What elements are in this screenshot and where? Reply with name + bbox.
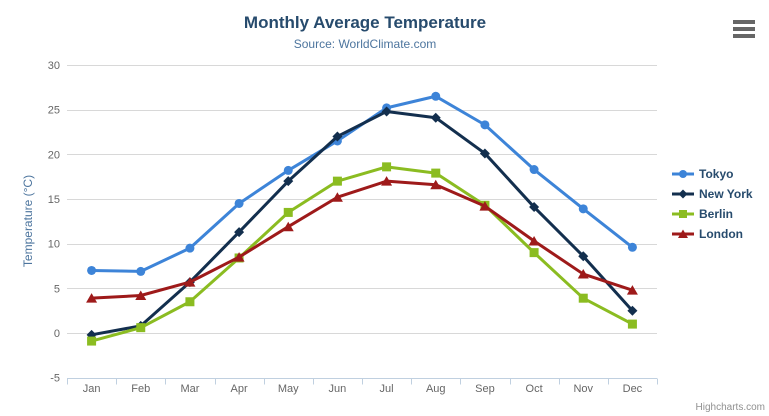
data-point-new-york-sep[interactable] <box>479 148 490 159</box>
legend-label-tokyo: Tokyo <box>699 167 734 181</box>
y-axis-label: 10 <box>48 239 60 251</box>
data-point-london-mar[interactable] <box>184 277 196 287</box>
hamburger-bar <box>733 34 755 38</box>
data-point-tokyo-may[interactable] <box>283 165 293 175</box>
data-point-new-york-dec[interactable] <box>627 305 638 316</box>
data-point-tokyo-nov[interactable] <box>578 204 588 214</box>
data-point-london-sep[interactable] <box>479 201 491 211</box>
data-point-london-aug[interactable] <box>430 179 442 190</box>
data-point-berlin-may[interactable] <box>283 207 293 217</box>
legend-marker-square-icon <box>672 210 694 218</box>
hamburger-bar <box>733 27 755 31</box>
legend-marker-tokyo[interactable] <box>679 170 687 178</box>
data-point-berlin-nov[interactable] <box>578 293 588 303</box>
data-point-tokyo-apr[interactable] <box>234 198 244 208</box>
data-point-tokyo-dec[interactable] <box>627 242 637 252</box>
data-point-tokyo-oct[interactable] <box>529 165 539 175</box>
legend-item-new-york[interactable]: New York <box>672 184 753 204</box>
data-point-berlin-mar[interactable] <box>185 297 195 307</box>
legend-item-tokyo[interactable]: Tokyo <box>672 164 753 184</box>
data-point-new-york-apr[interactable] <box>234 227 245 238</box>
data-point-berlin-jun[interactable] <box>332 176 342 186</box>
x-axis-label-aug: Aug <box>426 383 446 395</box>
x-axis-label-apr: Apr <box>231 383 248 395</box>
x-axis-label-jul: Jul <box>380 383 394 395</box>
series-new-york[interactable] <box>86 106 638 340</box>
series-london[interactable] <box>86 176 638 303</box>
data-point-berlin-aug[interactable] <box>431 168 441 178</box>
hamburger-bar <box>733 20 755 24</box>
data-point-tokyo-sep[interactable] <box>480 120 490 130</box>
data-point-new-york-jul[interactable] <box>381 106 392 117</box>
series-line-london[interactable] <box>90 179 634 300</box>
legend-item-london[interactable]: London <box>672 224 753 244</box>
y-axis-label: 30 <box>48 60 60 72</box>
legend-marker-triangle-icon <box>672 229 694 239</box>
data-point-london-jun[interactable] <box>331 192 343 202</box>
data-point-berlin-feb[interactable] <box>136 323 146 333</box>
data-point-new-york-jun[interactable] <box>332 131 343 142</box>
hamburger-menu-icon[interactable] <box>733 20 755 38</box>
x-axis-label-sep: Sep <box>475 383 495 395</box>
y-axis-label: -5 <box>50 373 60 385</box>
x-axis-label-mar: Mar <box>180 383 199 395</box>
y-axis-title: Temperature (°C) <box>21 174 35 268</box>
legend-marker-circle-icon <box>672 170 694 178</box>
chart-title: Monthly Average Temperature <box>243 13 487 32</box>
data-point-london-may[interactable] <box>282 221 294 232</box>
data-point-london-feb[interactable] <box>135 290 147 301</box>
x-axis-label-jan: Jan <box>83 383 101 395</box>
data-point-london-oct[interactable] <box>528 236 540 246</box>
data-point-new-york-aug[interactable] <box>430 112 441 123</box>
y-axis-label: 20 <box>48 149 60 161</box>
y-axis-label: 15 <box>48 194 60 206</box>
x-axis-label-may: May <box>278 383 299 395</box>
series-line-new-york[interactable] <box>90 109 634 337</box>
y-axis-label: 5 <box>54 283 60 295</box>
data-point-berlin-jul[interactable] <box>382 162 392 172</box>
data-point-new-york-may[interactable] <box>283 176 294 187</box>
legend-label-berlin: Berlin <box>699 207 734 221</box>
highcharts-credits-link[interactable]: Highcharts.com <box>695 402 765 413</box>
data-point-berlin-oct[interactable] <box>529 248 539 258</box>
legend-marker-new-york[interactable] <box>678 189 688 199</box>
data-point-tokyo-aug[interactable] <box>431 91 441 101</box>
legend: Tokyo New York Berlin London <box>672 164 753 244</box>
data-point-tokyo-feb[interactable] <box>136 266 146 276</box>
y-axis-label: 25 <box>48 105 60 117</box>
data-point-tokyo-jan[interactable] <box>87 265 97 275</box>
legend-label-new-york: New York <box>699 187 753 201</box>
y-axis-label: 0 <box>54 328 60 340</box>
legend-item-berlin[interactable]: Berlin <box>672 204 753 224</box>
data-point-tokyo-mar[interactable] <box>185 243 195 253</box>
data-point-berlin-dec[interactable] <box>627 319 637 329</box>
data-point-london-nov[interactable] <box>577 269 589 279</box>
data-point-london-jul[interactable] <box>381 176 393 186</box>
x-axis-label-dec: Dec <box>623 383 643 395</box>
x-axis-label-nov: Nov <box>573 383 593 395</box>
x-axis-label-oct: Oct <box>526 383 543 395</box>
legend-label-london: London <box>699 227 743 241</box>
data-point-london-apr[interactable] <box>233 252 245 262</box>
data-point-new-york-nov[interactable] <box>578 251 589 262</box>
series-tokyo[interactable] <box>87 91 637 276</box>
legend-marker-diamond-icon <box>672 189 694 199</box>
data-point-london-dec[interactable] <box>626 285 638 295</box>
legend-marker-london[interactable] <box>678 229 688 239</box>
data-point-berlin-jan[interactable] <box>87 336 97 346</box>
legend-marker-berlin[interactable] <box>679 210 687 218</box>
data-point-new-york-oct[interactable] <box>529 202 540 213</box>
x-axis-label-feb: Feb <box>131 383 150 395</box>
x-axis-label-jun: Jun <box>329 383 347 395</box>
chart-subtitle: Source: WorldClimate.com <box>293 37 437 51</box>
series-line-berlin[interactable] <box>90 165 634 343</box>
data-point-london-jan[interactable] <box>86 293 98 303</box>
